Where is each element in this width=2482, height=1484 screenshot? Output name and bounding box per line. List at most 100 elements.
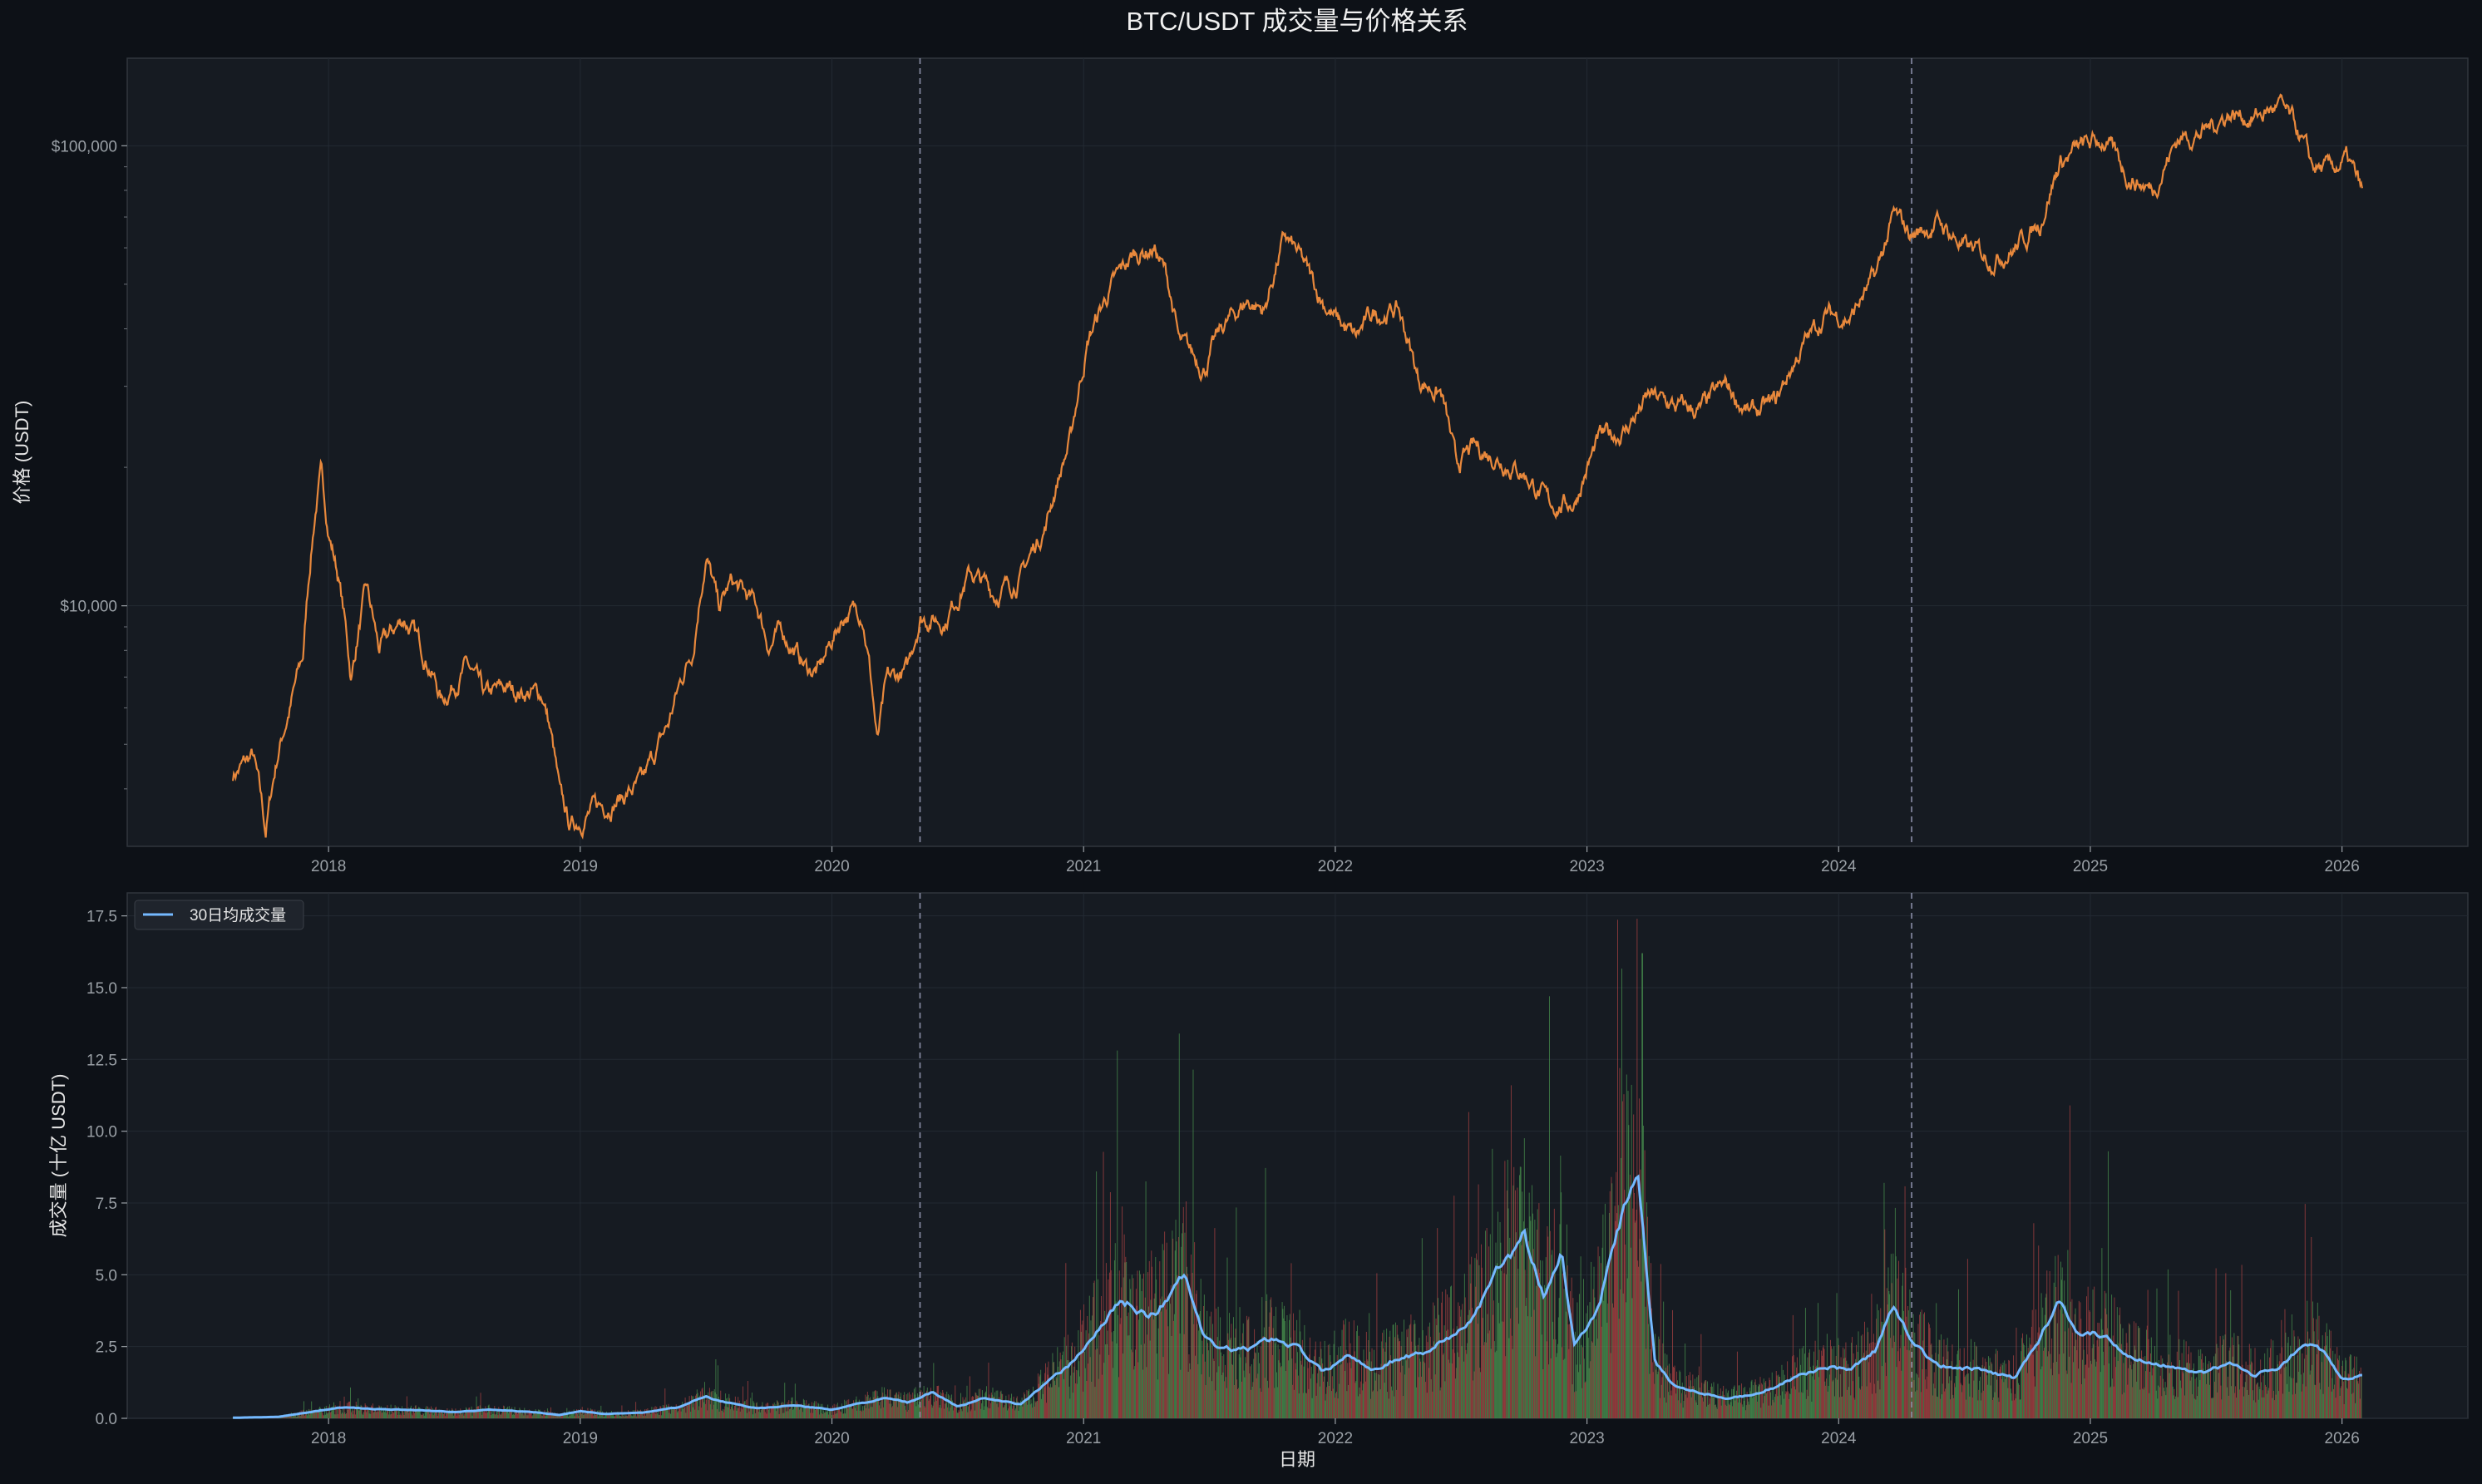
volume-bar [851,1404,852,1418]
volume-bar [1515,1232,1517,1418]
volume-bar [1821,1350,1823,1418]
volume-bar [1334,1330,1335,1418]
volume-bar [1233,1317,1234,1418]
volume-bar [994,1399,996,1418]
volume-bar [313,1412,314,1418]
volume-bar [619,1415,620,1418]
volume-bar [1473,1371,1475,1418]
volume-bar [1853,1353,1854,1418]
volume-bar [1858,1376,1860,1418]
volume-bar [654,1413,655,1418]
volume-bar [597,1410,599,1418]
volume-bar [2281,1319,2282,1418]
volume-bar [2137,1359,2139,1418]
volume-bar [1348,1385,1350,1418]
volume-bar [1154,1293,1156,1418]
volume-bar [1878,1342,1880,1418]
volume-bar [1984,1358,1986,1418]
volume-bar [997,1390,999,1418]
volume-bar [2135,1323,2137,1418]
volume-bar [1140,1344,1142,1418]
volume-bar [708,1388,710,1418]
volume-bar [1745,1405,1747,1418]
volume-bar [612,1415,614,1418]
volume-bar [1199,1311,1201,1418]
volume-bar [1293,1389,1295,1418]
volume-bar [2193,1398,2195,1418]
volume-bar [688,1403,689,1418]
volume-bar [1409,1324,1411,1418]
volume-bar [2328,1387,2330,1418]
volume-bar [1068,1360,1069,1418]
volume-bar [1239,1307,1241,1418]
volume-bar [931,1408,933,1418]
volume-bar [1715,1404,1716,1418]
volume-bar [326,1413,328,1418]
volume-bar [707,1410,708,1418]
volume-bar [1861,1386,1863,1418]
volume-bar [2242,1364,2243,1418]
volume-bar [2325,1345,2327,1418]
volume-bar [670,1413,671,1418]
volume-bar [1019,1400,1021,1418]
volume-bar [1754,1382,1755,1418]
volume-bar [1250,1366,1251,1418]
volume-bar [2101,1248,2103,1418]
volume-bar [959,1412,960,1418]
volume-bar [975,1392,976,1418]
volume-bar [310,1412,312,1418]
volume-bar [483,1409,485,1418]
volume-bar [968,1406,970,1418]
volume-bar [875,1390,876,1418]
volume-bar [1552,1321,1554,1418]
volume-bar [2159,1375,2161,1418]
volume-bar [477,1406,479,1418]
volume-bar [1350,1368,1352,1418]
volume-bar [293,1415,294,1418]
volume-bar [708,1399,709,1418]
volume-bar [899,1399,901,1418]
volume-bar [1409,1325,1410,1418]
volume-bar [1621,1101,1623,1418]
volume-bar [1609,1191,1611,1418]
volume-bar [1362,1383,1364,1418]
volume-bar [1139,1274,1141,1418]
volume-bar [1256,1341,1258,1418]
volume-bar [1226,1388,1227,1418]
volume-bar [2048,1351,2049,1418]
volume-bar [337,1407,338,1418]
volume-bar [1695,1400,1696,1418]
volume-bar [2257,1399,2259,1418]
volume-bar [2065,1304,2066,1418]
volume-bar [654,1406,656,1418]
volume-bar [1098,1378,1099,1418]
volume-bar [631,1415,633,1418]
volume-bar [363,1412,364,1418]
volume-bar [1177,1279,1179,1418]
volume-bar [1593,1266,1595,1418]
volume-bar [960,1409,962,1418]
volume-bar [1808,1348,1810,1418]
volume-bar [295,1417,297,1418]
volume-bar [1117,1050,1118,1418]
volume-bar [1170,1285,1172,1418]
volume-bar [2107,1328,2109,1418]
volume-bar [853,1400,855,1418]
volume-y-tick-label: 10.0 [86,1124,117,1141]
volume-bar [2089,1310,2090,1418]
volume-bar [487,1405,489,1418]
volume-bar [888,1403,890,1418]
volume-bar [1853,1398,1855,1418]
volume-bar [2047,1356,2049,1418]
volume-bar [832,1414,834,1418]
volume-bar [2273,1390,2275,1418]
volume-bar [1631,1298,1633,1418]
volume-bar [2259,1389,2261,1418]
volume-bar [579,1412,580,1418]
volume-bar [682,1402,683,1418]
volume-bar [1431,1346,1433,1418]
volume-bar [2332,1350,2334,1418]
volume-bar [2233,1333,2235,1418]
volume-bar [1325,1393,1327,1418]
volume-bar [396,1406,397,1418]
